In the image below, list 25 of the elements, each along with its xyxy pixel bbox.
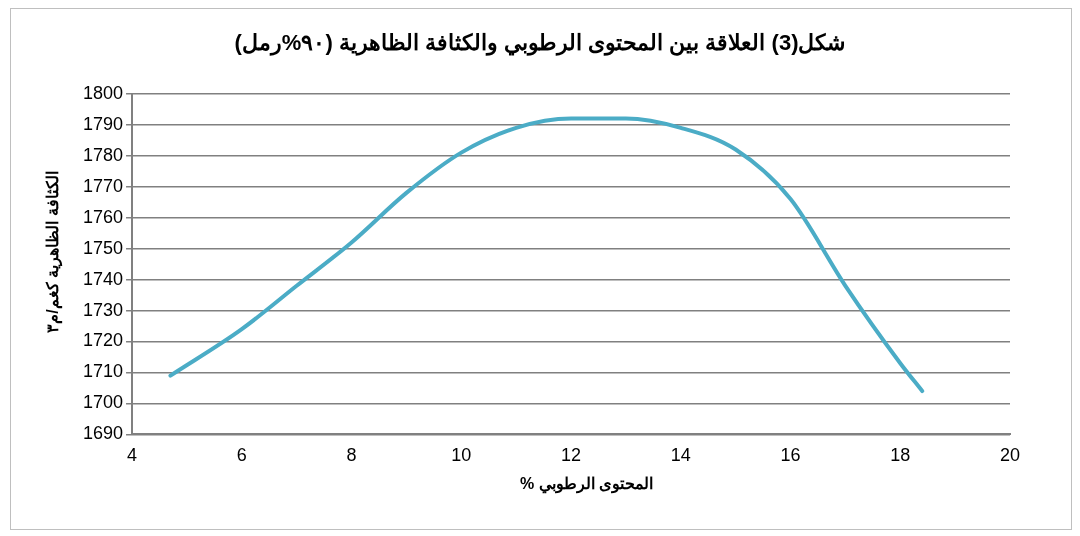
y-tick-label: 1700 (83, 392, 124, 413)
y-tick-label: 1800 (83, 82, 124, 103)
x-tick-label: 6 (236, 445, 247, 466)
y-tick-label: 1770 (83, 175, 124, 196)
y-tick-label: 1780 (83, 144, 124, 165)
x-tick-label: 18 (890, 445, 911, 466)
x-tick-label: 8 (346, 445, 357, 466)
x-axis-title: المحتوى الرطوبي % (518, 474, 655, 493)
y-axis-title: الكثافة الظاهرية كغم/م٣ (42, 171, 62, 333)
x-tick-label: 12 (561, 445, 582, 466)
x-tick-label: 16 (780, 445, 801, 466)
y-tick-label: 1760 (83, 206, 124, 227)
chart-title: شكل(3) العلاقة بين المحتوى الرطوبي والكثافة الظاهرية (٩٠%رمل) (233, 30, 847, 56)
y-tick-label: 1710 (83, 361, 124, 382)
y-tick-label: 1690 (83, 423, 124, 444)
y-tick-label: 1740 (83, 268, 124, 289)
x-tick-label: 10 (451, 445, 472, 466)
y-tick-label: 1790 (83, 113, 124, 134)
y-tick-label: 1750 (83, 237, 124, 258)
line-series (168, 116, 925, 394)
x-tick-label: 14 (670, 445, 691, 466)
y-tick-label: 1720 (83, 330, 124, 351)
x-tick-label: 4 (127, 445, 138, 466)
y-tick-label: 1730 (83, 299, 124, 320)
x-tick-label: 20 (999, 445, 1021, 466)
